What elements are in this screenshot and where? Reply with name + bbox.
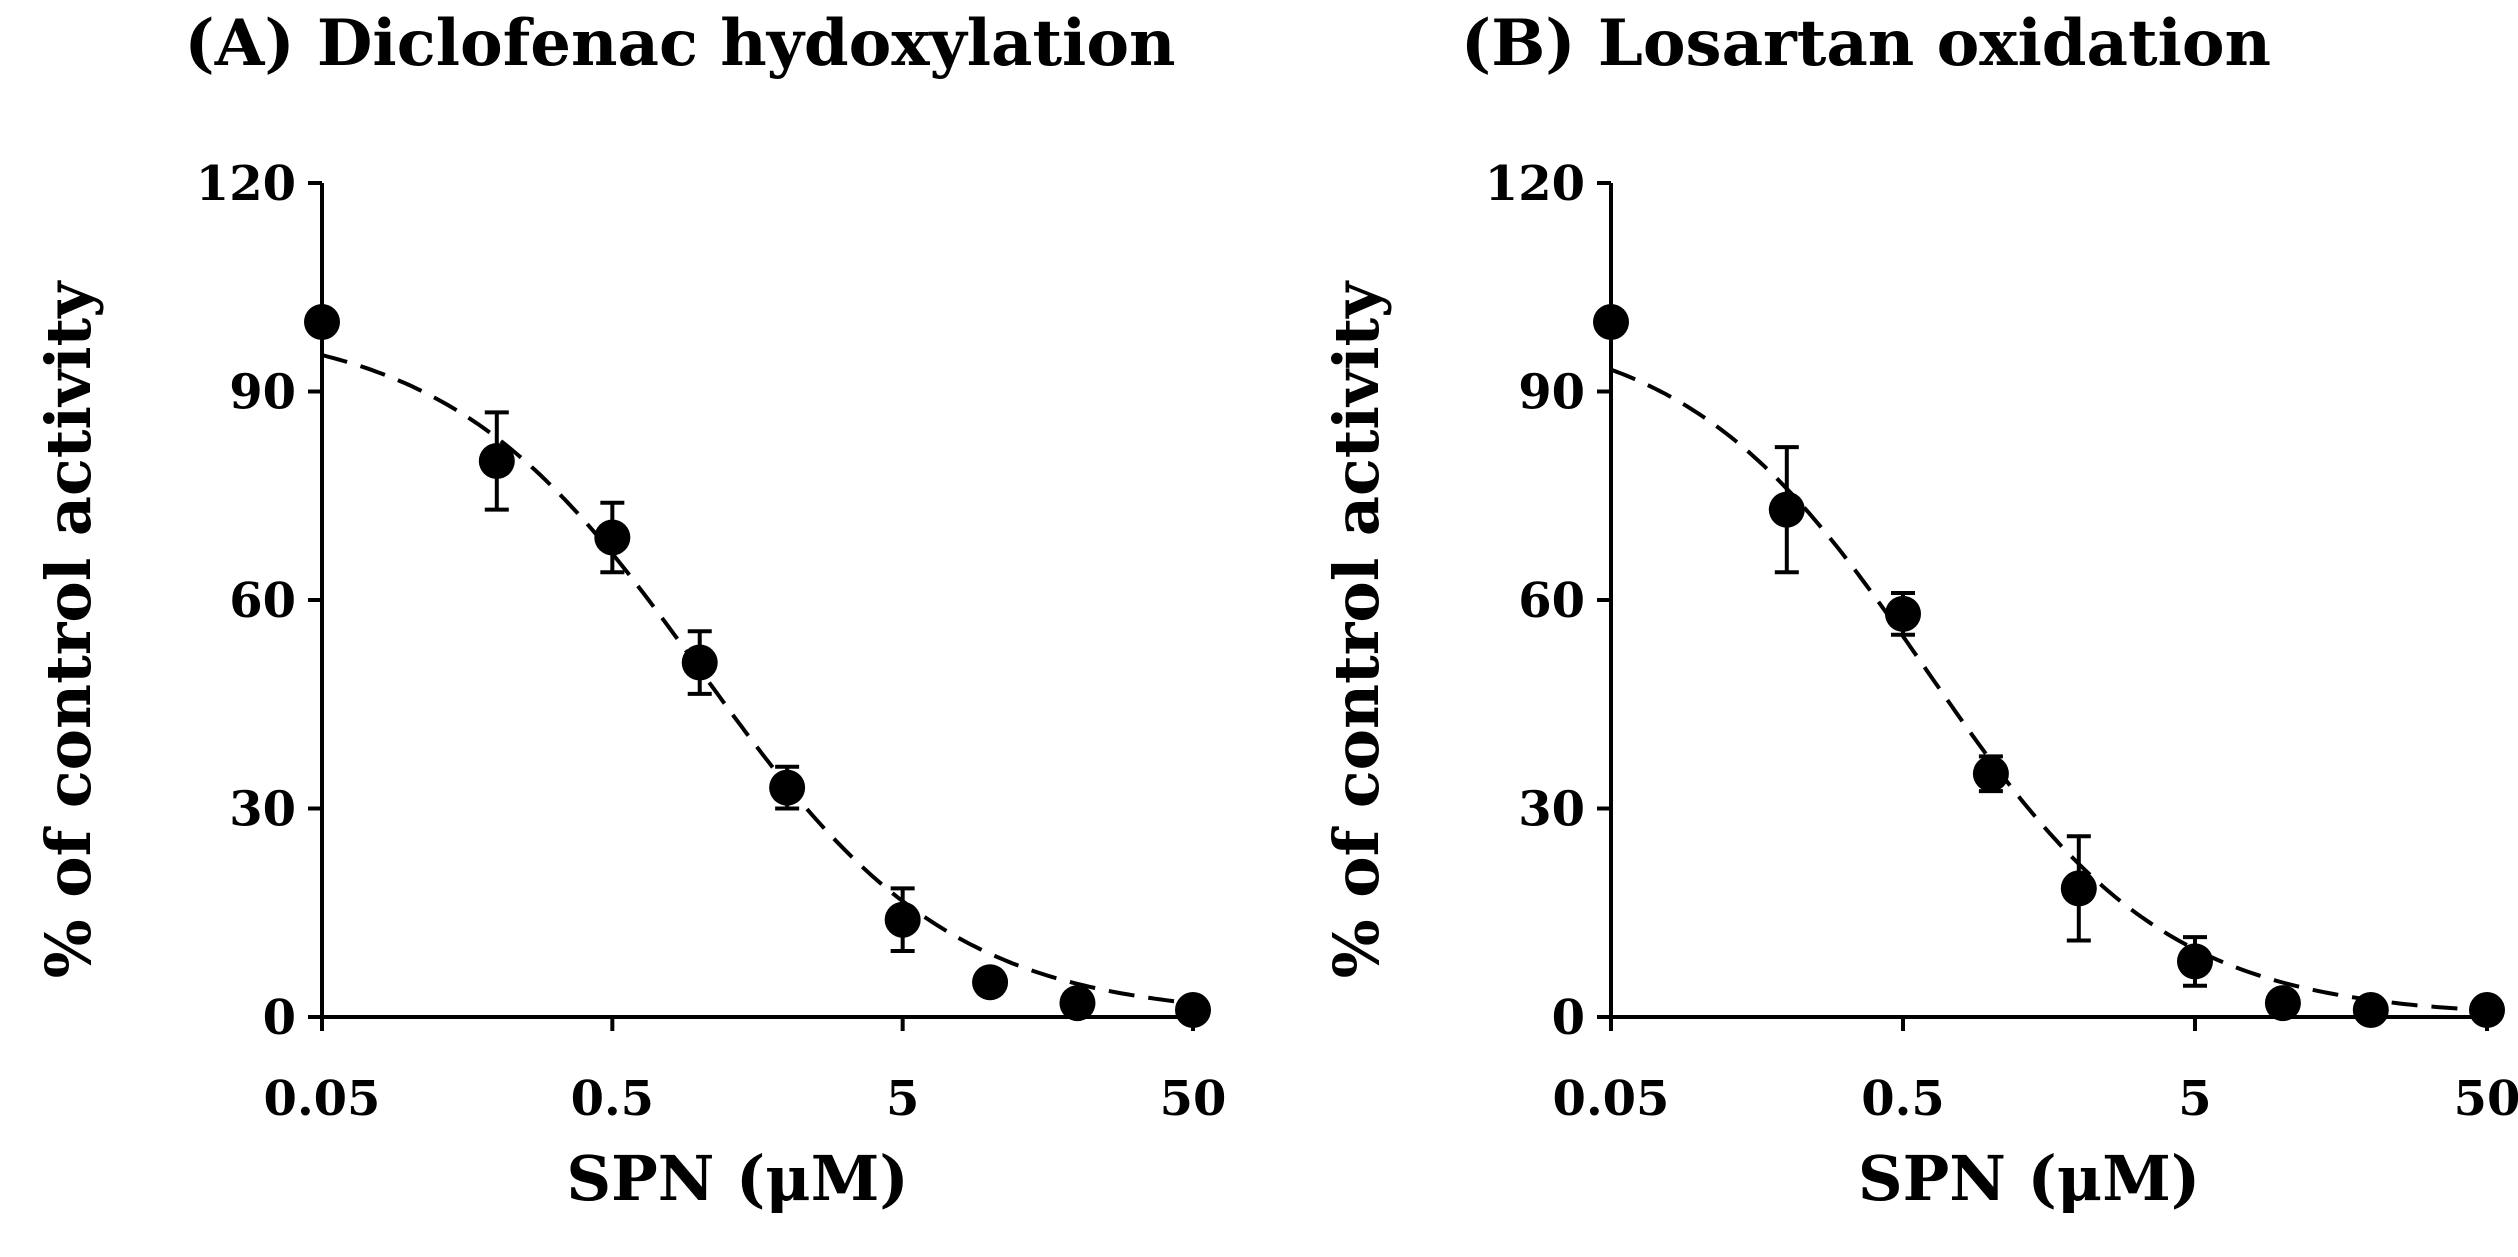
- data-point: [478, 443, 515, 479]
- y-tick-label: 120: [1485, 156, 1585, 212]
- y-tick-label: 90: [229, 365, 296, 421]
- data-point: [1059, 985, 1096, 1022]
- y-tick-label: 60: [1518, 573, 1585, 629]
- data-point: [1972, 755, 2009, 792]
- y-tick-label: 90: [1518, 365, 1585, 421]
- fit-curve: [321, 353, 1194, 1006]
- x-tick-label: 0.05: [1553, 1071, 1670, 1127]
- data-point: [2469, 992, 2505, 1029]
- x-tick-label: 0.5: [571, 1071, 655, 1127]
- data-point: [1885, 595, 1921, 632]
- y-tick-label: 0: [1552, 990, 1585, 1046]
- data-point: [2177, 943, 2213, 980]
- data-point: [1593, 304, 1629, 340]
- chart-panel-b: (B) Losartan oxidation 0 30 60 90 120 0.05 0.5 5…: [1320, 6, 2518, 1215]
- data-point: [2060, 870, 2097, 907]
- data-point: [1175, 992, 1211, 1029]
- x-axis-label: SPN (μM): [566, 1142, 908, 1215]
- data-point: [769, 769, 806, 806]
- data-point: [681, 644, 718, 681]
- data-point: [304, 304, 340, 340]
- data-point: [594, 519, 631, 556]
- x-tick-label: 5: [886, 1071, 919, 1127]
- data-point: [1768, 491, 1805, 528]
- y-tick-label: 30: [229, 782, 296, 838]
- y-tick-label: 30: [1518, 782, 1585, 838]
- x-tick-label: 50: [1160, 1071, 1227, 1127]
- y-tick-label: 120: [196, 156, 296, 212]
- chart-title: (A) Diclofenac hydoxylation: [184, 6, 1175, 81]
- y-tick-label: 0: [263, 990, 296, 1046]
- x-tick-label: 50: [2454, 1071, 2518, 1127]
- x-axis-label: SPN (μM): [1858, 1142, 2200, 1215]
- chart-title: (B) Losartan oxidation: [1461, 6, 2271, 81]
- fit-curve: [1610, 367, 2488, 1013]
- data-point: [2264, 985, 2301, 1022]
- x-tick-label: 0.05: [264, 1071, 381, 1127]
- y-tick-label: 60: [229, 573, 296, 629]
- data-point: [972, 964, 1009, 1001]
- data-point: [884, 901, 921, 938]
- x-tick-label: 0.5: [1861, 1071, 1945, 1127]
- data-point: [2352, 992, 2389, 1029]
- chart-panel-a: (A) Diclofenac hydoxylation 0 30 60 90 120 0.0…: [32, 6, 1226, 1215]
- y-axis-label: % of control activity: [1320, 280, 1393, 978]
- y-axis-label: % of control activity: [32, 280, 105, 978]
- x-tick-label: 5: [2178, 1071, 2211, 1127]
